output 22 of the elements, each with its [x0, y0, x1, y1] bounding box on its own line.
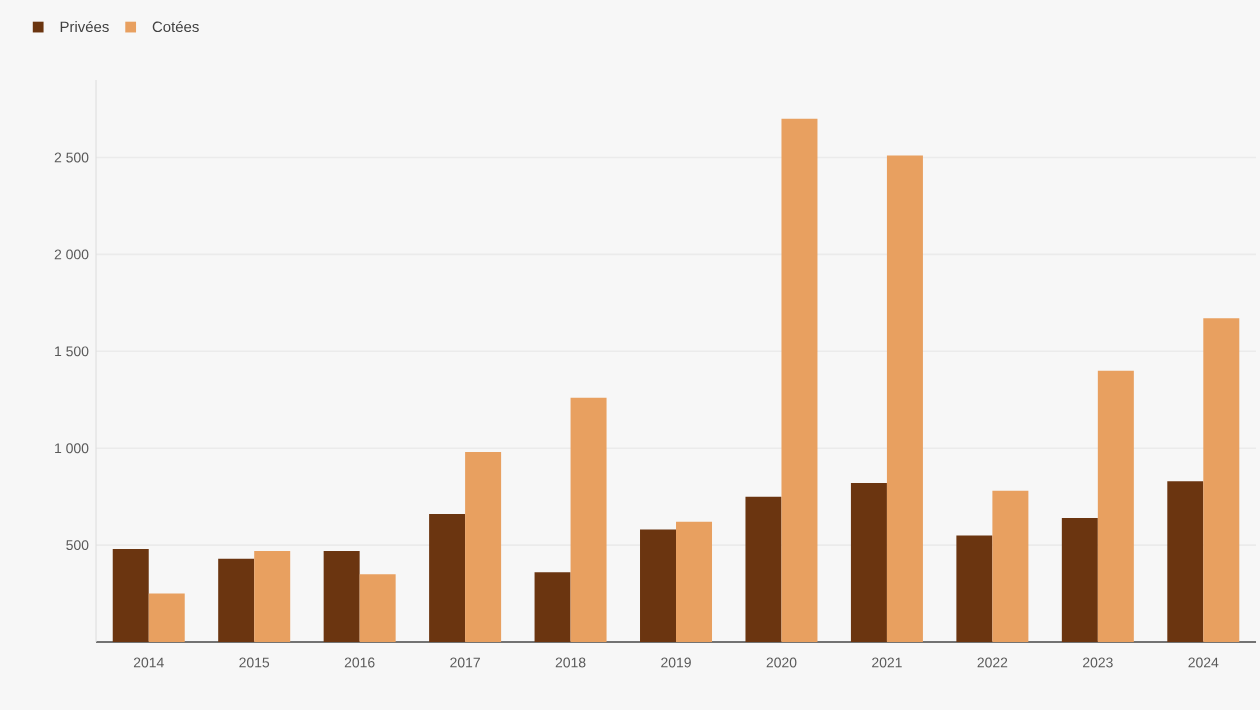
bar [570, 397, 607, 642]
bar [676, 521, 713, 642]
bar [781, 118, 818, 642]
bar [359, 574, 396, 642]
bar [745, 496, 782, 642]
bar [886, 155, 923, 642]
bar [429, 514, 466, 642]
bar [1097, 370, 1134, 642]
bar [323, 550, 360, 642]
bar [112, 548, 149, 642]
bar [1203, 318, 1240, 642]
bar [850, 483, 887, 642]
bar [992, 490, 1029, 642]
bar [534, 572, 571, 642]
bar [640, 529, 677, 642]
bar [1061, 517, 1098, 642]
bar [956, 535, 993, 642]
bar [1167, 481, 1204, 642]
bar [148, 593, 185, 642]
bar [254, 550, 291, 642]
bar [218, 558, 255, 642]
bar [465, 452, 502, 642]
